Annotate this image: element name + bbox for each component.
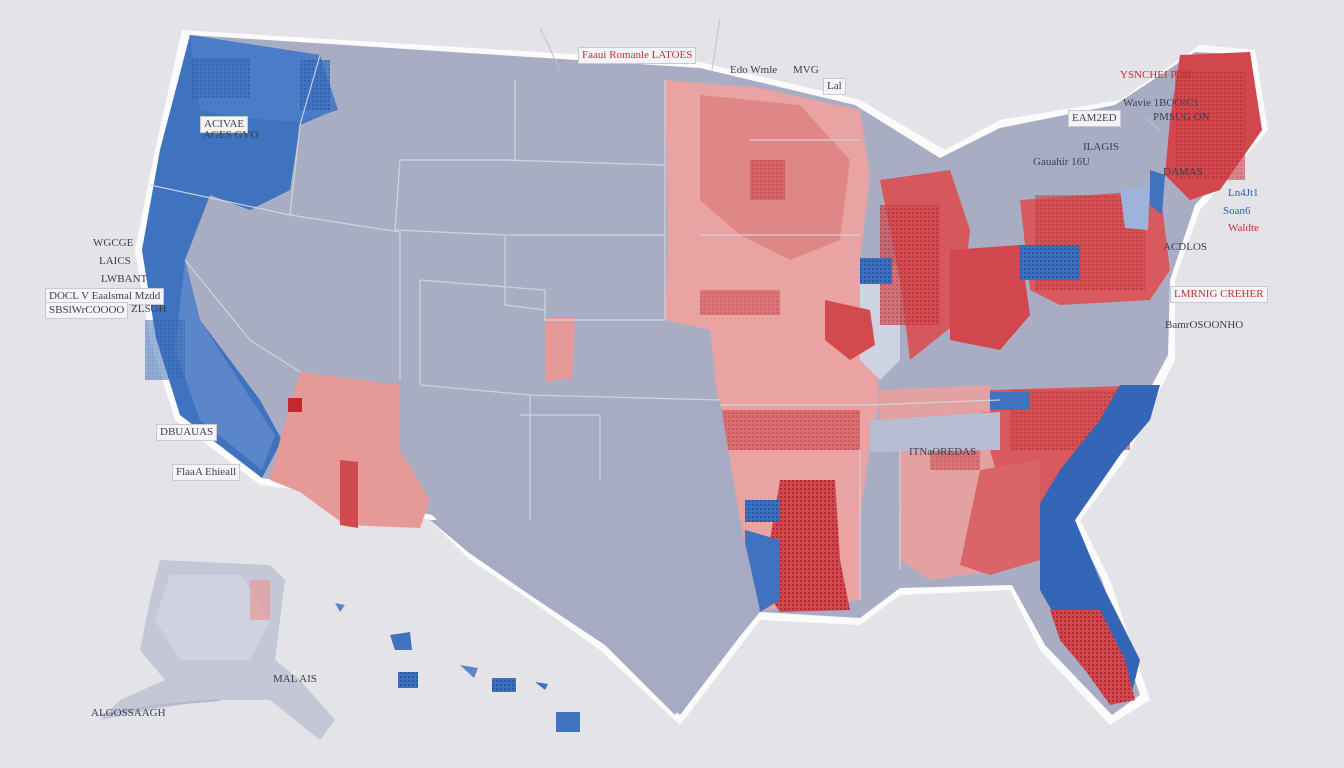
alaska-red-spot xyxy=(250,580,270,620)
label-west-5: SBSlWrCOOOO xyxy=(45,302,129,319)
label-ne-2: EAM2ED xyxy=(1068,110,1121,127)
label-ne-7: Waldte xyxy=(1228,222,1259,234)
ny-blue-bits xyxy=(1150,170,1165,215)
label-south-1: ITNaOREDAS xyxy=(909,446,977,458)
colorado-red-spot xyxy=(545,318,575,382)
wi-blue-marker xyxy=(860,258,892,284)
az-marker xyxy=(288,398,302,412)
label-west-1: WGCGE xyxy=(93,237,134,249)
hawaii-island-3 xyxy=(492,678,516,692)
state-borders xyxy=(149,54,1001,600)
label-top-mid: Edo Wmle xyxy=(730,64,778,76)
arizona-red xyxy=(270,372,430,528)
arizona-darkstripe xyxy=(340,460,358,528)
label-west-2: LAICS xyxy=(99,255,131,267)
island-7 xyxy=(335,603,345,612)
leader-lines xyxy=(539,17,1161,131)
label-east-2: ACDLOS xyxy=(1163,241,1208,253)
label-ne-3: PMSUG ON xyxy=(1153,111,1210,123)
label-top-small: Lal xyxy=(823,78,846,95)
hawaii-island-5 xyxy=(460,665,478,678)
label-east-4: BamrOSOONHO xyxy=(1165,319,1244,331)
island-6 xyxy=(535,682,548,690)
label-ne-1: Wavie 1BOO!C1 xyxy=(1123,97,1199,109)
florida-red xyxy=(1050,610,1135,705)
label-top-right: YSNCHEI POR xyxy=(1120,69,1192,81)
label-east-1: DAMAS xyxy=(1163,166,1203,178)
or-dots xyxy=(300,60,330,110)
ohio-pa-red xyxy=(950,245,1030,350)
label-nw-1: ACIVAE xyxy=(200,116,249,133)
label-west-7: DBUAUAS xyxy=(156,424,218,441)
pa-blue-box xyxy=(1020,245,1080,280)
la-blue-dots xyxy=(745,500,780,522)
ca-dots xyxy=(145,320,185,380)
label-west-4: DOCL V Eaalsmal Mzdd xyxy=(45,288,165,305)
label-sw-1: FlaaA Ehieall xyxy=(172,464,241,481)
label-east-3: LMRNIG CREHER xyxy=(1170,286,1268,303)
california-lightblue xyxy=(175,260,275,470)
wa-dots xyxy=(190,58,250,98)
label-alaska-1: MAL AIS xyxy=(273,673,317,685)
hawaii-island-1 xyxy=(390,632,412,650)
label-west-3: LWBANT xyxy=(101,273,148,285)
hawaii-island-4 xyxy=(556,712,580,732)
aleutians xyxy=(99,699,221,716)
label-top-mid2: MVG xyxy=(793,64,819,76)
label-west-6: ZLSGH xyxy=(131,303,167,315)
illinois-red xyxy=(825,300,875,360)
mo-dots xyxy=(700,290,780,315)
label-ne-5: Ln4Jt1 xyxy=(1228,187,1259,199)
label-ne-6: Soan6 xyxy=(1223,205,1251,217)
vt-lightblue xyxy=(1120,185,1150,230)
ar-dots xyxy=(720,410,860,450)
mn-dots xyxy=(750,160,785,200)
louisiana-red xyxy=(765,480,850,612)
alabama-red xyxy=(960,460,1040,575)
tennessee-band xyxy=(870,412,1000,452)
ne-dots xyxy=(1175,70,1245,180)
alaska-light xyxy=(155,575,270,660)
tn-blue-marker xyxy=(990,392,1030,410)
label-nw-2: AGES GVO xyxy=(203,129,259,141)
texas xyxy=(430,400,760,715)
label-ne-4: Gauahir 16U xyxy=(1033,156,1091,168)
label-top-center: Faaui Romanle LATOES xyxy=(578,47,697,64)
hawaii-island-2 xyxy=(398,672,418,688)
label-alaska-2: ALGOSSAAGH xyxy=(91,707,166,719)
label-ne-8: ILAGIS xyxy=(1083,141,1120,153)
